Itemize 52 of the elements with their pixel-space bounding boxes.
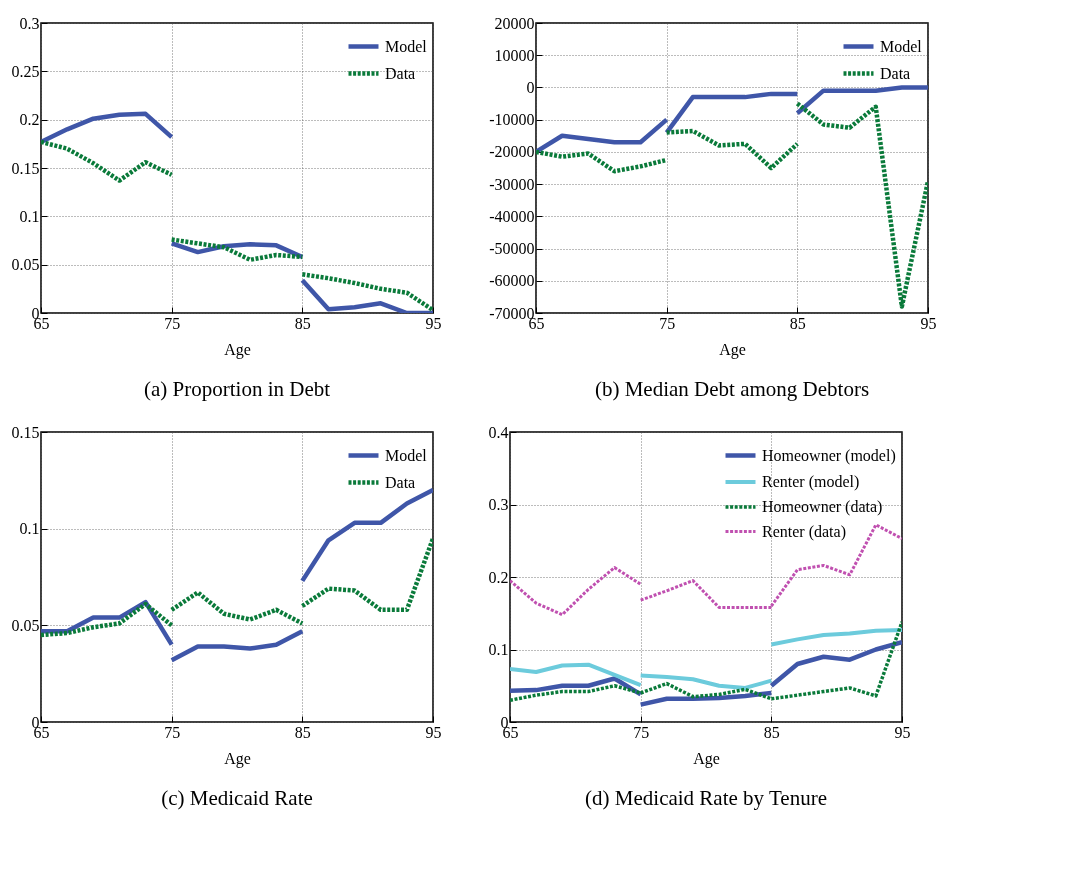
text: (d) Medicaid Rate by Tenure [585,786,827,810]
y-tick-label: 0.2 [488,568,509,586]
y-tick-label: 0.1 [488,641,509,658]
y-tick-label: 0.3 [488,496,509,513]
y-tick-label: 0.1 [19,207,40,225]
y-tick-label: 0.05 [11,256,40,274]
x-tick-label: 85 [789,314,806,332]
text: (b) Median Debt among Debtors [594,377,870,401]
legend-label: Model [880,37,923,55]
x-tick-label: 85 [763,723,780,741]
y-tick-label: 0 [526,78,535,96]
y-tick-label: 0.15 [11,159,40,177]
legend-label: Homeowner (model) [762,446,896,465]
y-tick-label: -30000 [489,175,535,193]
legend-label: Renter (model) [762,473,860,491]
y-tick-label: -40000 [489,207,535,225]
x-tick-label: 85 [294,723,311,741]
x-axis-title: Age [224,749,251,768]
y-tick-label: 0.05 [11,616,40,634]
x-tick-label: 75 [659,314,676,332]
y-tick-label: -20000 [489,143,535,161]
y-tick-label: 20000 [494,14,535,32]
text: (a) Proportion in Debt [143,377,331,401]
legend-label: Model [385,37,428,55]
legend-label: Model [385,446,428,464]
legend-label: Homeowner (data) [762,498,883,516]
x-tick-label: 95 [425,314,442,332]
x-tick-label: 75 [633,723,650,741]
y-tick-label: -50000 [489,240,535,258]
y-tick-label: -60000 [489,272,535,290]
y-tick-label: 0.3 [19,14,40,32]
x-axis-title: Age [719,340,746,359]
x-tick-label: 95 [920,314,937,332]
x-tick-label: 85 [294,314,311,332]
legend-label: Data [385,473,416,491]
y-tick-label: 0.2 [19,111,40,129]
legend-label: Renter (data) [762,522,846,541]
text: (c) Medicaid Rate [161,786,313,810]
x-axis-title: Age [224,340,251,359]
x-tick-label: 95 [425,723,442,741]
x-tick-label: 75 [164,723,181,741]
y-tick-label: 0.4 [488,423,509,441]
y-tick-label: 0.15 [11,423,40,441]
x-tick-label: 75 [164,314,181,332]
y-tick-label: 0.1 [19,520,40,538]
x-tick-label: 95 [894,723,911,741]
y-tick-label: 0.25 [11,62,40,80]
y-tick-label: -10000 [489,111,535,129]
x-axis-title: Age [693,749,720,768]
y-tick-label: 10000 [494,46,535,64]
legend-label: Data [385,64,416,82]
legend-label: Data [880,64,911,82]
